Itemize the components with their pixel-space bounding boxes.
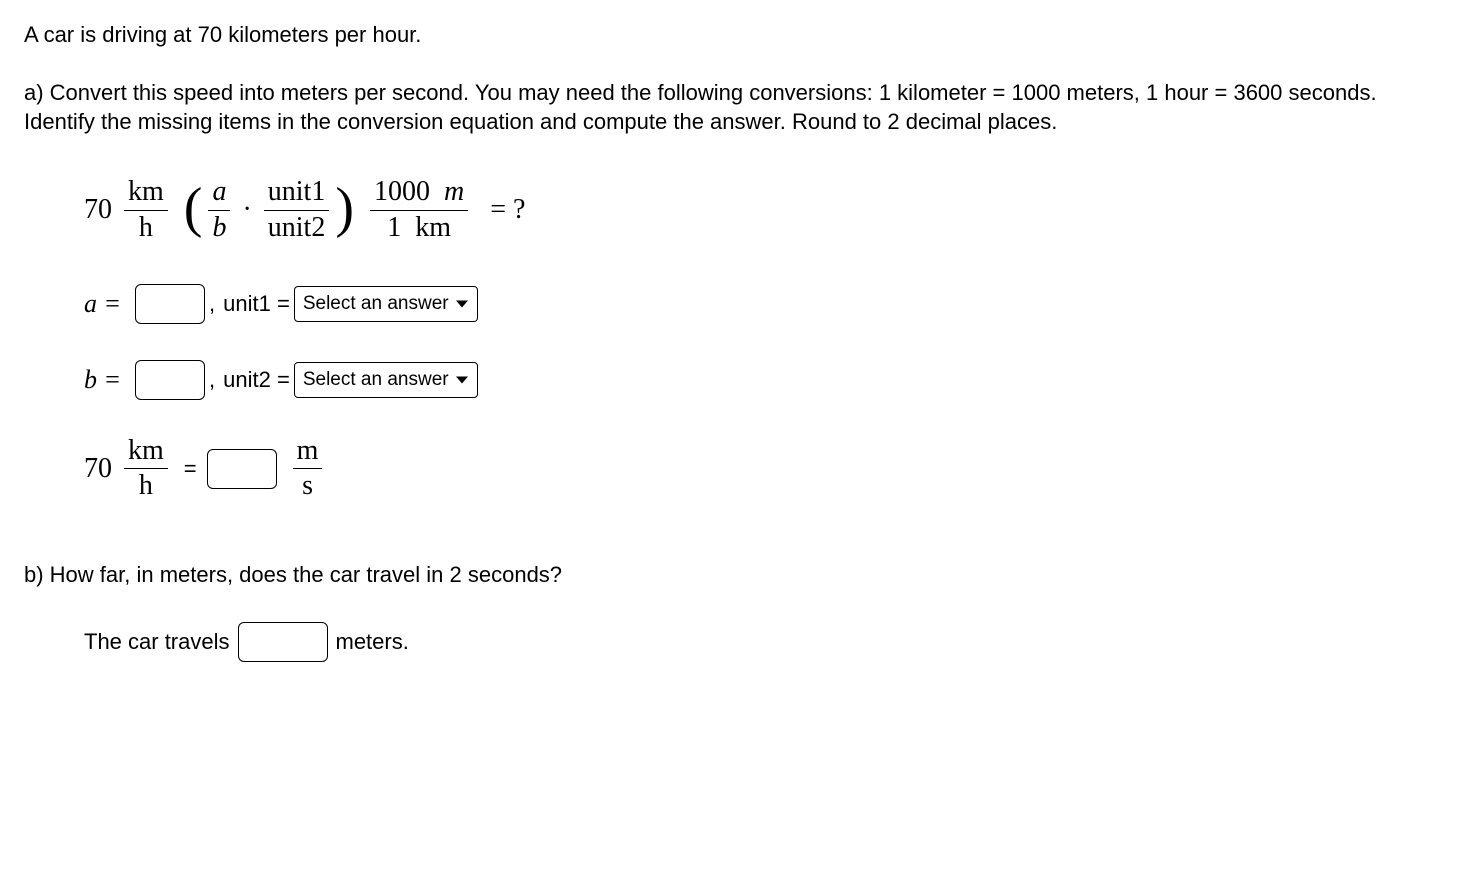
math-area: 70 km h ( a b · unit1 unit2 ) 1000 m 1 km … — [24, 177, 1434, 502]
result-frac-ms: m s — [293, 436, 323, 503]
frac-km-h: km h — [124, 177, 168, 244]
part-a-prompt: a) Convert this speed into meters per se… — [24, 78, 1434, 137]
input-b[interactable] — [135, 360, 205, 400]
label-b: b = — [84, 365, 121, 395]
ans-num: m — [293, 436, 323, 470]
ans-den: s — [298, 469, 317, 502]
result-equals: = — [184, 456, 197, 482]
part-b-prompt: b) How far, in meters, does the car trav… — [24, 562, 1434, 588]
select-unit2-wrap: Select an answer — [294, 362, 478, 398]
close-paren: ) — [335, 186, 354, 231]
intro-text: A car is driving at 70 kilometers per ho… — [24, 20, 1434, 50]
label-unit2: unit2 = — [223, 367, 290, 393]
label-a: a = — [84, 289, 121, 319]
row-b: b = , unit2 = Select an answer — [84, 360, 1434, 400]
comma-b: , — [209, 367, 215, 393]
dot-operator: · — [242, 194, 251, 226]
frac-unit1-unit2: unit1 unit2 — [264, 177, 330, 244]
var-a: a — [208, 177, 230, 211]
result-num: km — [124, 436, 168, 470]
frac-a-b: a b — [208, 177, 230, 244]
label-unit1: unit1 = — [223, 291, 290, 317]
unit2-label: unit2 — [264, 211, 330, 244]
frac-1000m-1km: 1000 m 1 km — [370, 177, 468, 244]
frac-num-1000m: 1000 m — [370, 177, 468, 211]
input-distance[interactable] — [238, 622, 328, 662]
input-a[interactable] — [135, 284, 205, 324]
part-b-answer-row: The car travels meters. — [24, 622, 1434, 662]
var-b: b — [208, 211, 230, 244]
row-a: a = , unit1 = Select an answer — [84, 284, 1434, 324]
input-result[interactable] — [207, 449, 277, 489]
unit-km: km — [415, 212, 451, 243]
frac-den-1km: 1 km — [383, 211, 455, 244]
result-equation: 70 km h = m s — [84, 436, 1434, 503]
comma-a: , — [209, 291, 215, 317]
select-unit1[interactable]: Select an answer — [294, 286, 478, 322]
answer-prefix: The car travels — [84, 629, 230, 655]
equals-question: = ? — [490, 194, 525, 226]
coefficient: 70 — [84, 194, 112, 226]
select-unit1-wrap: Select an answer — [294, 286, 478, 322]
unit1-label: unit1 — [264, 177, 330, 211]
answer-suffix: meters. — [336, 629, 409, 655]
val-1000: 1000 — [374, 176, 430, 207]
conversion-equation: 70 km h ( a b · unit1 unit2 ) 1000 m 1 km … — [84, 177, 1434, 244]
frac-den: h — [135, 211, 157, 244]
frac-num: km — [124, 177, 168, 211]
result-coef: 70 — [84, 453, 112, 485]
select-unit2[interactable]: Select an answer — [294, 362, 478, 398]
result-frac-kmh: km h — [124, 436, 168, 503]
result-den: h — [135, 469, 157, 502]
unit-m: m — [444, 176, 464, 207]
val-1: 1 — [387, 212, 401, 243]
open-paren: ( — [184, 186, 203, 231]
